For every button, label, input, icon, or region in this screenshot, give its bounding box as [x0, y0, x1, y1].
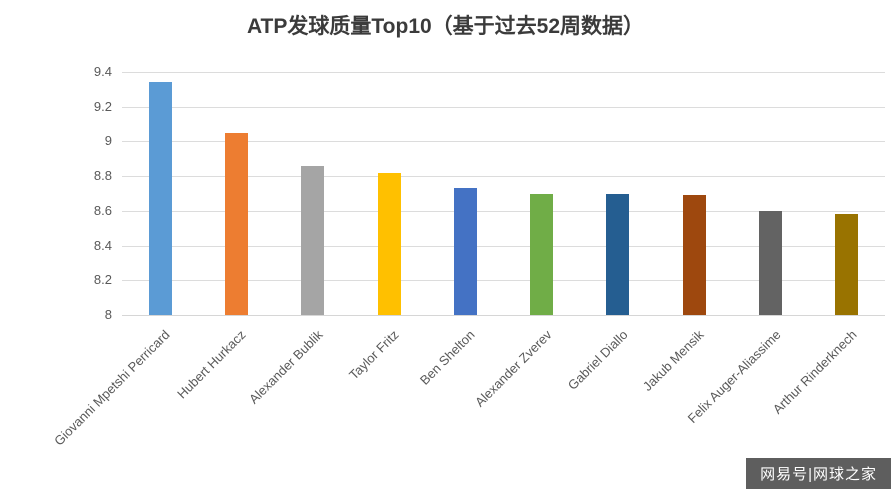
y-tick-label: 8.8	[93, 168, 112, 184]
bar	[759, 210, 783, 315]
x-tick-label: Giovanni Mpetshi Perricard	[51, 327, 173, 449]
chart-title: ATP发球质量Top10（基于过去52周数据）	[246, 15, 645, 38]
bar	[530, 193, 554, 315]
bar	[606, 193, 630, 315]
y-tick-label: 8.6	[93, 202, 112, 218]
y-tick-label: 9.4	[93, 64, 112, 79]
gridline	[122, 141, 885, 143]
bar	[682, 195, 706, 315]
gridline	[122, 72, 885, 73]
bar	[377, 172, 401, 315]
y-tick-label: 8	[104, 307, 112, 322]
gridline	[122, 210, 885, 212]
gridline	[122, 280, 885, 282]
gridline	[122, 176, 885, 178]
y-tick-label: 9	[104, 133, 112, 149]
plot-area	[122, 72, 885, 316]
y-tick-label: 9.2	[93, 98, 112, 114]
bar	[148, 82, 172, 315]
bar	[453, 188, 477, 315]
watermark: 网易号|网球之家	[746, 458, 891, 489]
watermark-text: 网易号|网球之家	[760, 466, 877, 483]
bar	[301, 165, 325, 315]
gridline	[122, 106, 885, 108]
y-tick-label: 8.4	[93, 237, 112, 253]
bar	[835, 214, 859, 315]
y-tick-label: 8.2	[93, 272, 112, 288]
bar	[224, 132, 248, 315]
gridline	[122, 245, 885, 247]
